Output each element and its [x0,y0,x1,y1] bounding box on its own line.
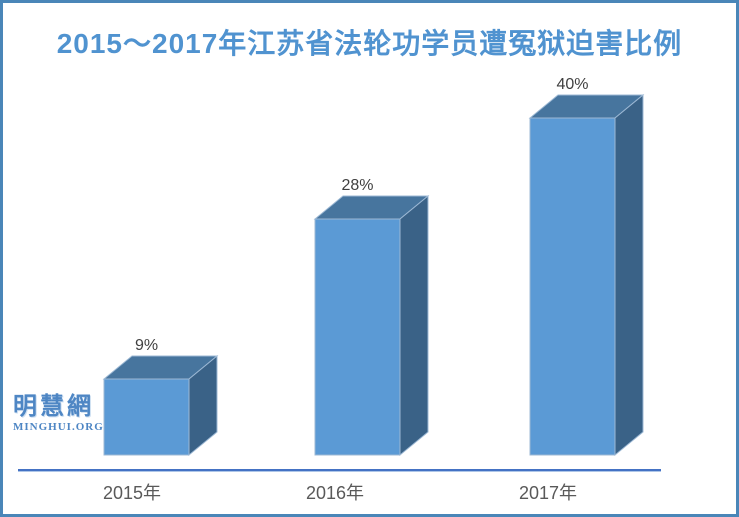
data-label-2017: 40% [556,76,589,93]
data-label-2015: 9% [134,337,159,354]
bar-side-face-2016年 [399,194,429,457]
bar-front-face-2015年 [103,378,190,456]
bar-chart-canvas [102,93,645,457]
x-axis-label-2016: 2016年 [305,483,365,503]
minghui-watermark: 明慧網 MINGHUI.ORG [13,394,104,434]
chart-title: 2015～2017年江苏省法轮功学员遭冤狱迫害比例 [56,28,683,59]
x-axis-label-2015: 2015年 [102,483,162,503]
watermark-chinese-text: 明慧網 [13,393,94,420]
bar-front-face-2017年 [529,117,616,456]
watermark-url-text: MINGHUI.ORG [13,421,104,433]
bar-side-face-2017年 [614,93,644,457]
data-label-2016: 28% [341,177,374,194]
x-axis-line [18,469,661,471]
bar-front-face-2016年 [314,218,401,456]
x-axis-label-2017: 2017年 [518,483,578,503]
